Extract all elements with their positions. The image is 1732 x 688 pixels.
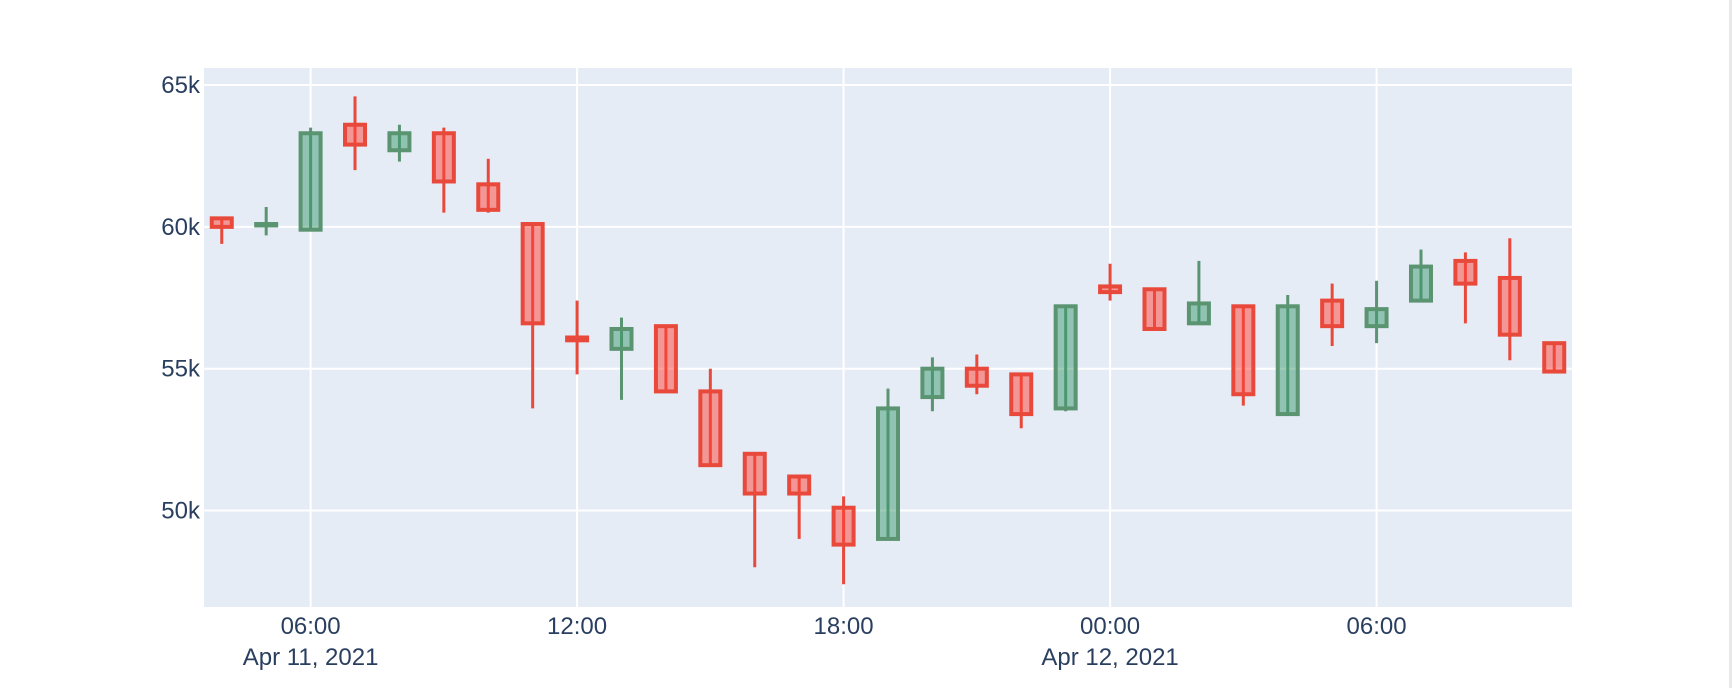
candle-body [431, 131, 456, 184]
candle-decreasing [209, 216, 234, 244]
candle-decreasing [787, 474, 812, 539]
candle-decreasing [1453, 252, 1478, 324]
candle-decreasing [1098, 263, 1123, 301]
candle-increasing [876, 388, 900, 541]
candle-body [1320, 298, 1345, 329]
candle-body [1497, 275, 1522, 337]
candle-body [831, 505, 856, 547]
candle-body [920, 366, 945, 400]
candle-decreasing [476, 158, 501, 213]
candle-body [1453, 258, 1478, 286]
candle-body [387, 131, 412, 153]
candle-decreasing [343, 96, 368, 171]
candle-body [1364, 307, 1389, 329]
candle-decreasing [653, 324, 678, 394]
candle-body [1009, 372, 1034, 417]
y-tick-label: 50k [161, 498, 201, 525]
candle-body [742, 451, 767, 496]
candle-body [609, 326, 634, 351]
candle-body [254, 222, 279, 228]
candle-decreasing [431, 127, 456, 213]
candle-increasing [387, 124, 412, 162]
candle-body [209, 216, 234, 229]
candle-decreasing [1542, 341, 1567, 374]
candle-increasing [609, 317, 634, 400]
candles [209, 96, 1567, 585]
x-tick-date-label: Apr 11, 2021 [243, 644, 379, 671]
candle-body [1142, 287, 1167, 331]
x-tick-label: 06:00 [1347, 613, 1407, 640]
candle-body [876, 406, 900, 541]
candle-body [298, 131, 323, 232]
candle-increasing [1408, 249, 1433, 303]
x-tick-label: 06:00 [281, 613, 341, 640]
grid-lines [204, 68, 1572, 607]
x-tick-label: 18:00 [814, 613, 874, 640]
candle-increasing [920, 357, 945, 412]
candle-decreasing [742, 451, 767, 568]
x-tick-date-label: Apr 12, 2021 [1041, 644, 1178, 671]
x-tick-label: 12:00 [547, 613, 607, 640]
candle-body [964, 366, 989, 388]
candle-decreasing [520, 222, 545, 409]
y-tick-label: 65k [161, 72, 201, 99]
candle-body [1408, 264, 1433, 303]
x-tick-label: 00:00 [1080, 613, 1140, 640]
candle-body [1231, 304, 1256, 397]
candle-body [1098, 284, 1123, 295]
candle-decreasing [1142, 287, 1167, 331]
candle-body [1186, 301, 1211, 326]
candle-decreasing [565, 300, 590, 375]
candle-decreasing [964, 354, 989, 395]
candle-decreasing [698, 368, 723, 468]
candle-decreasing [831, 496, 856, 585]
candle-increasing [254, 207, 279, 236]
candle-body [698, 389, 723, 468]
axis-labels: 50k 55k 60k 65k 06:00 Apr 11, 2021 12:00 18:00 0… [161, 72, 1406, 671]
page-edge-divider [1729, 0, 1732, 688]
candle-increasing [1053, 304, 1078, 412]
candle-increasing [1186, 260, 1211, 326]
candle-increasing [1275, 294, 1300, 417]
candle-decreasing [1320, 283, 1345, 347]
candle-increasing [298, 127, 323, 232]
candle-decreasing [1231, 304, 1256, 406]
candle-body [1275, 304, 1300, 417]
candle-body [343, 122, 368, 147]
candle-body [1542, 341, 1567, 374]
candle-body [1053, 304, 1078, 411]
candle-body [565, 335, 590, 343]
y-tick-label: 60k [161, 214, 201, 241]
candle-body [653, 324, 678, 394]
candle-body [476, 182, 501, 212]
candle-body [787, 474, 812, 496]
candle-body [520, 222, 545, 326]
y-tick-label: 55k [161, 356, 201, 383]
candle-decreasing [1009, 372, 1034, 429]
candle-decreasing [1497, 238, 1522, 361]
candle-increasing [1364, 280, 1389, 344]
